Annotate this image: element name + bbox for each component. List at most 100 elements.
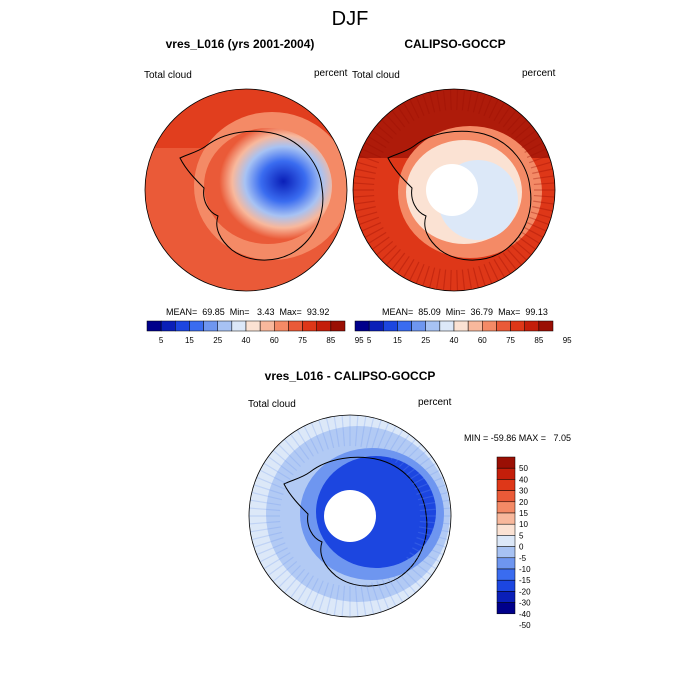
- panel2-units-label: percent: [522, 68, 556, 79]
- map2-streak: [518, 236, 537, 250]
- map2-streak: [371, 130, 390, 144]
- map3-streak: [419, 526, 450, 533]
- colorbar1-box-1: [160, 320, 176, 332]
- map2-streak: [532, 206, 553, 212]
- map3-streak: [386, 575, 404, 603]
- panel1-colorbar: 5 15 25 40 60 75 85 95: [146, 320, 364, 345]
- panel3-stats: MIN = -59.86 MAX = 7.05: [464, 433, 572, 443]
- colorbar1-box-7: [245, 320, 261, 332]
- colorbar3-tick-label: 30: [519, 487, 528, 496]
- map2-texture: [353, 89, 555, 291]
- colorbar3-box-13: [496, 602, 516, 615]
- map3-streak: [303, 578, 319, 607]
- map2-streak: [498, 105, 511, 125]
- map2-streak: [533, 200, 555, 205]
- map3-streak: [414, 476, 444, 490]
- map3-streak: [416, 484, 447, 495]
- panel3-units-label: percent: [418, 397, 452, 408]
- map3-streak: [325, 417, 335, 449]
- map2-streak: [353, 194, 375, 198]
- map3-streak: [272, 449, 298, 471]
- map2-streak: [449, 89, 452, 111]
- map2-streak: [472, 91, 480, 113]
- map3-streak: [263, 462, 291, 480]
- map3-streak: [318, 582, 329, 613]
- colorbar1-tick-label: 25: [213, 336, 222, 345]
- map3-streak: [417, 531, 449, 541]
- map3-streak: [259, 547, 288, 563]
- map2-streak: [353, 200, 375, 205]
- colorbar1-tick-label: 15: [185, 336, 194, 345]
- colorbar3-tick-label: 0: [519, 543, 524, 552]
- map2-streak: [402, 102, 415, 122]
- map2-streak: [361, 221, 382, 232]
- map2-streak: [472, 267, 480, 289]
- map3-streak: [399, 444, 422, 467]
- map2-streak: [507, 114, 523, 131]
- map3-streak: [250, 526, 281, 533]
- map2-streak: [528, 154, 550, 164]
- colorbar1-box-2: [175, 320, 190, 332]
- map3-texture: [249, 415, 451, 617]
- map2-streak: [488, 98, 499, 119]
- map3-streak: [296, 429, 314, 457]
- colorbar1-box-3: [189, 320, 204, 332]
- panel1-units-label: percent: [314, 68, 348, 79]
- map2-streak: [526, 221, 547, 232]
- map3-streak: [333, 416, 340, 447]
- map2-streak: [533, 194, 555, 198]
- panel1-variable-label: Total cloud: [144, 70, 192, 81]
- colorbar2-tick-label: 60: [478, 336, 487, 345]
- map3-streak: [402, 561, 428, 583]
- map2-streak: [428, 91, 436, 113]
- map2-streak: [478, 93, 486, 115]
- map3-streak: [341, 585, 346, 617]
- map3-streak: [390, 572, 410, 599]
- map3-streak: [249, 507, 281, 512]
- map3-streak: [354, 415, 359, 447]
- map3-streak: [290, 572, 310, 599]
- map3-streak: [371, 419, 382, 450]
- map3-streak: [414, 542, 444, 556]
- map2-streak: [356, 161, 378, 169]
- map2-streak: [371, 236, 390, 250]
- map3-streak: [256, 476, 286, 490]
- map2-streak: [483, 96, 493, 117]
- map3-streak: [341, 415, 346, 447]
- map1-border: [144, 88, 348, 292]
- map2-coastline: [387, 130, 532, 261]
- map3-streak: [416, 537, 447, 548]
- map3-streak: [376, 580, 390, 610]
- map2-streak: [502, 110, 517, 128]
- map2-streak: [456, 89, 459, 111]
- map2-streak: [435, 268, 441, 290]
- colorbar3-box-6: [496, 523, 516, 536]
- map3-streak: [333, 585, 340, 616]
- colorbar3-box-5: [496, 512, 516, 525]
- map3-streak: [399, 565, 422, 588]
- map3-streak: [417, 491, 449, 501]
- colorbar3-box-0: [496, 456, 516, 469]
- map2-streak: [528, 216, 550, 226]
- map2-streak: [511, 245, 528, 261]
- map3-streak: [251, 531, 283, 541]
- panel2-colorbar: 5 15 25 40 60 75 85 95: [354, 320, 572, 345]
- map3-streak: [318, 419, 329, 450]
- map2-streak: [521, 231, 540, 245]
- map2-streak: [498, 255, 511, 275]
- map3-streak: [253, 484, 284, 495]
- colorbar2-box-6: [439, 320, 455, 332]
- colorbar2-box-5: [425, 320, 441, 332]
- map2-streak: [526, 148, 547, 159]
- map2-streak: [532, 168, 553, 174]
- map2-streak: [422, 265, 430, 287]
- map2-streak: [402, 258, 415, 278]
- colorbar1-box-4: [203, 320, 218, 332]
- colorbar2-box-10: [496, 320, 511, 332]
- panel3-title: vres_L016 - CALIPSO-GOCCP: [264, 369, 436, 383]
- map2-streak: [533, 175, 555, 180]
- map3-streak: [419, 520, 451, 525]
- map2-streak: [524, 227, 544, 238]
- map3-streak: [354, 585, 359, 617]
- map1-coastline: [179, 130, 324, 261]
